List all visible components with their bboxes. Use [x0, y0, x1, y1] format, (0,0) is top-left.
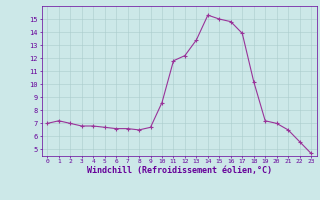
- X-axis label: Windchill (Refroidissement éolien,°C): Windchill (Refroidissement éolien,°C): [87, 166, 272, 175]
